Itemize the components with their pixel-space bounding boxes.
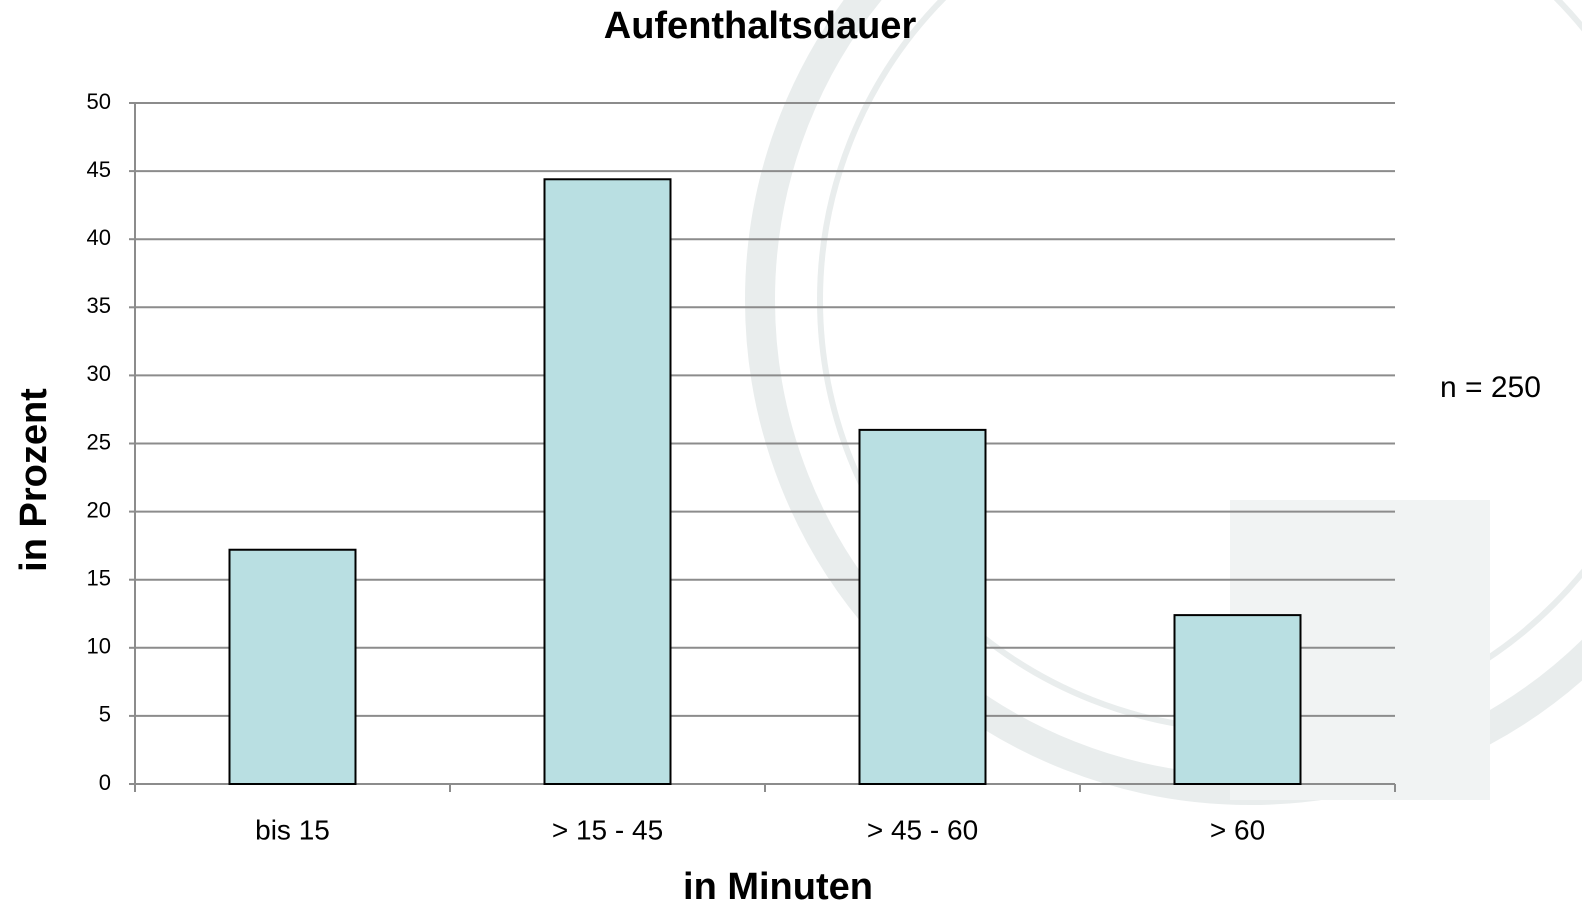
chart-title: Aufenthaltsdauer xyxy=(604,5,917,47)
y-tick-label: 20 xyxy=(87,497,111,522)
y-tick-label: 40 xyxy=(87,225,111,250)
y-tick-label: 30 xyxy=(87,361,111,386)
y-tick-label: 0 xyxy=(99,770,111,795)
bar xyxy=(1173,614,1302,785)
annotation: n = 250 xyxy=(1440,371,1541,404)
x-axis-label: in Minuten xyxy=(683,866,873,908)
y-tick-label: 15 xyxy=(87,566,111,591)
y-tick-label: 35 xyxy=(87,293,111,318)
bar xyxy=(228,548,357,786)
y-tick-label: 25 xyxy=(87,429,111,454)
x-tick-label: > 45 - 60 xyxy=(867,814,978,845)
bar xyxy=(543,178,672,786)
bar xyxy=(858,428,987,785)
y-tick-label: 10 xyxy=(87,634,111,659)
x-tick-label: bis 15 xyxy=(255,814,330,845)
y-axis-label: in Prozent xyxy=(13,388,55,572)
x-tick-label: > 60 xyxy=(1210,814,1265,845)
y-tick-label: 5 xyxy=(99,702,111,727)
y-tick-label: 50 xyxy=(87,89,111,114)
x-tick-label: > 15 - 45 xyxy=(552,814,663,845)
y-tick-label: 45 xyxy=(87,157,111,182)
